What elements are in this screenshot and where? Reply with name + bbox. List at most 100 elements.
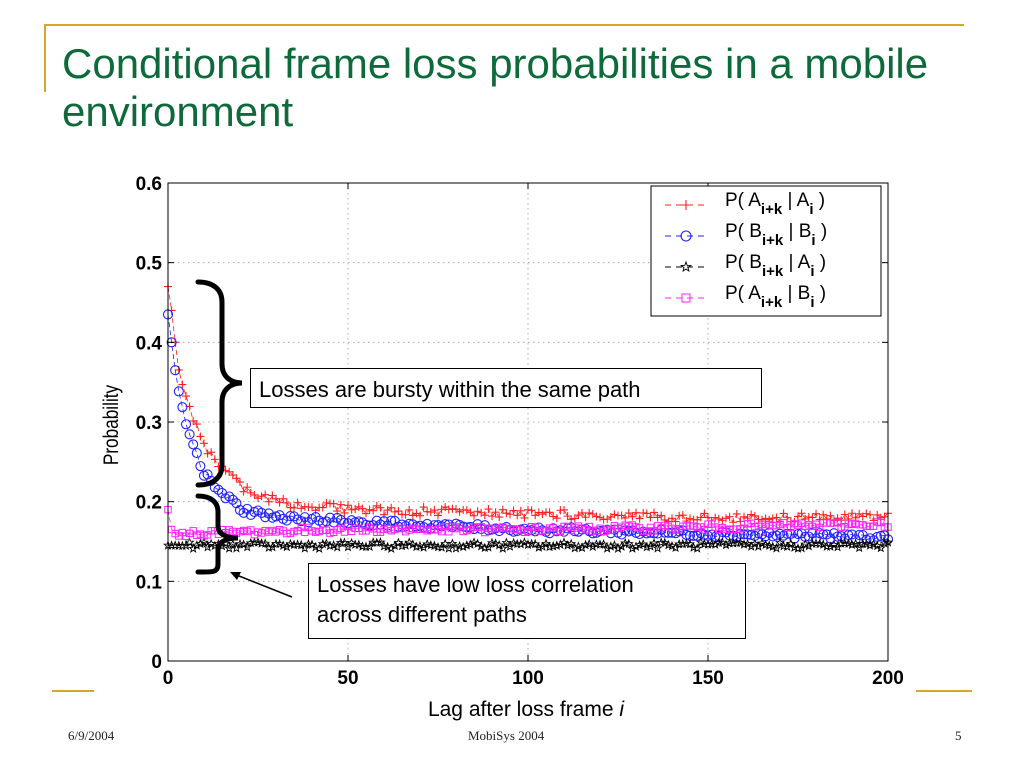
data-point-plus xyxy=(668,514,676,523)
x-axis-label: Lag after loss frame i xyxy=(428,698,625,721)
data-point-star xyxy=(864,540,876,550)
data-point-plus xyxy=(610,510,619,519)
legend-subscript: i xyxy=(809,201,813,218)
legend-label: P( Ai+k | Ai ) xyxy=(725,190,825,218)
x-tick-label: 150 xyxy=(692,668,724,689)
data-point-star xyxy=(652,543,663,553)
data-point-plus xyxy=(840,510,849,519)
data-point-star xyxy=(479,542,490,553)
data-point-star xyxy=(720,539,732,550)
data-point-plus xyxy=(520,513,529,522)
data-point-plus xyxy=(484,505,493,514)
y-tick-label: 0.5 xyxy=(136,254,163,275)
data-point-plus xyxy=(480,511,489,520)
data-point-plus xyxy=(498,505,507,514)
data-point-plus xyxy=(268,491,277,500)
bursty-loss-annotation: Losses are bursty within the same path xyxy=(250,368,762,408)
data-point-plus xyxy=(714,514,723,523)
data-point-star xyxy=(458,541,469,552)
data-point-plus xyxy=(736,517,745,526)
data-point-plus xyxy=(642,509,651,518)
data-point-star xyxy=(774,537,786,548)
data-point-star xyxy=(191,540,202,550)
data-point-plus xyxy=(358,504,367,513)
data-point-star xyxy=(533,542,544,552)
data-point-star xyxy=(227,539,238,549)
data-point-plus xyxy=(681,200,691,210)
data-point-circle xyxy=(242,503,253,514)
data-point-star xyxy=(263,542,274,552)
data-point-star xyxy=(679,260,693,273)
data-point-star xyxy=(587,541,598,552)
data-point-plus xyxy=(700,509,709,518)
data-point-star xyxy=(339,537,350,547)
data-point-plus xyxy=(257,492,266,501)
data-point-star xyxy=(771,542,782,553)
data-point-plus xyxy=(509,506,518,515)
series-square xyxy=(164,505,892,540)
data-point-star xyxy=(623,538,634,549)
data-point-plus xyxy=(552,514,561,523)
data-point-star xyxy=(738,539,750,549)
data-point-plus xyxy=(279,494,288,503)
series-plus xyxy=(164,282,892,527)
data-point-plus xyxy=(243,483,252,492)
data-point-circle xyxy=(807,528,818,539)
data-point-plus xyxy=(624,509,633,518)
data-point-plus xyxy=(470,511,478,520)
legend-entry: P( Ai+k | Bi ) xyxy=(665,283,826,311)
data-point-plus xyxy=(203,449,212,458)
annotation-arrow-head xyxy=(230,572,241,580)
legend-label: P( Bi+k | Bi ) xyxy=(725,221,827,249)
data-point-plus xyxy=(448,504,457,513)
data-point-circle xyxy=(173,386,184,397)
data-point-star xyxy=(875,542,886,553)
legend-entry: P( Bi+k | Ai ) xyxy=(665,252,826,280)
data-point-plus xyxy=(578,508,586,517)
data-point-plus xyxy=(862,509,871,518)
data-point-plus xyxy=(408,511,417,520)
data-point-star xyxy=(551,540,562,550)
data-point-plus xyxy=(232,474,241,483)
data-point-star xyxy=(450,543,462,553)
data-point-star xyxy=(803,540,814,551)
data-point-circle xyxy=(245,509,256,520)
data-point-plus xyxy=(491,508,500,517)
chart-legend: P( Ai+k | Ai ) P( Bi+k | Bi ) P( Bi+k | Ai… xyxy=(650,185,882,317)
y-tick-label: 0.4 xyxy=(136,333,163,354)
data-point-star xyxy=(184,537,195,547)
y-tick-label: 0.6 xyxy=(136,174,162,195)
bursty-loss-text: Losses are bursty within the same path xyxy=(259,377,641,402)
data-point-plus xyxy=(207,448,216,457)
data-point-plus xyxy=(261,490,270,499)
data-point-star xyxy=(515,538,526,549)
data-point-circle xyxy=(202,469,213,480)
data-point-square xyxy=(681,293,691,303)
data-point-star xyxy=(879,537,890,548)
data-point-circle xyxy=(260,512,271,523)
legend-subscript: i xyxy=(810,263,814,280)
data-point-plus xyxy=(722,514,730,523)
data-point-plus xyxy=(567,515,576,524)
low-correlation-annotation: Losses have low loss correlation across … xyxy=(308,563,746,639)
data-point-plus xyxy=(808,513,817,522)
data-point-plus xyxy=(650,508,658,517)
data-point-plus xyxy=(826,511,835,520)
data-point-plus xyxy=(848,509,856,518)
data-point-plus xyxy=(758,515,766,524)
data-point-plus xyxy=(462,506,471,515)
data-point-plus xyxy=(430,506,439,515)
data-point-star xyxy=(461,540,472,550)
data-point-plus xyxy=(239,487,248,496)
data-point-star xyxy=(324,540,336,551)
data-point-plus xyxy=(401,510,410,519)
data-point-plus xyxy=(426,508,435,517)
data-point-plus xyxy=(534,508,543,517)
data-point-plus xyxy=(488,512,496,521)
footer-page-number: 5 xyxy=(955,728,962,743)
data-point-circle xyxy=(191,447,202,459)
data-point-star xyxy=(627,543,638,553)
data-point-star xyxy=(195,538,206,549)
legend-label: P( Bi+k | Ai ) xyxy=(725,252,826,280)
data-point-plus xyxy=(729,518,738,527)
